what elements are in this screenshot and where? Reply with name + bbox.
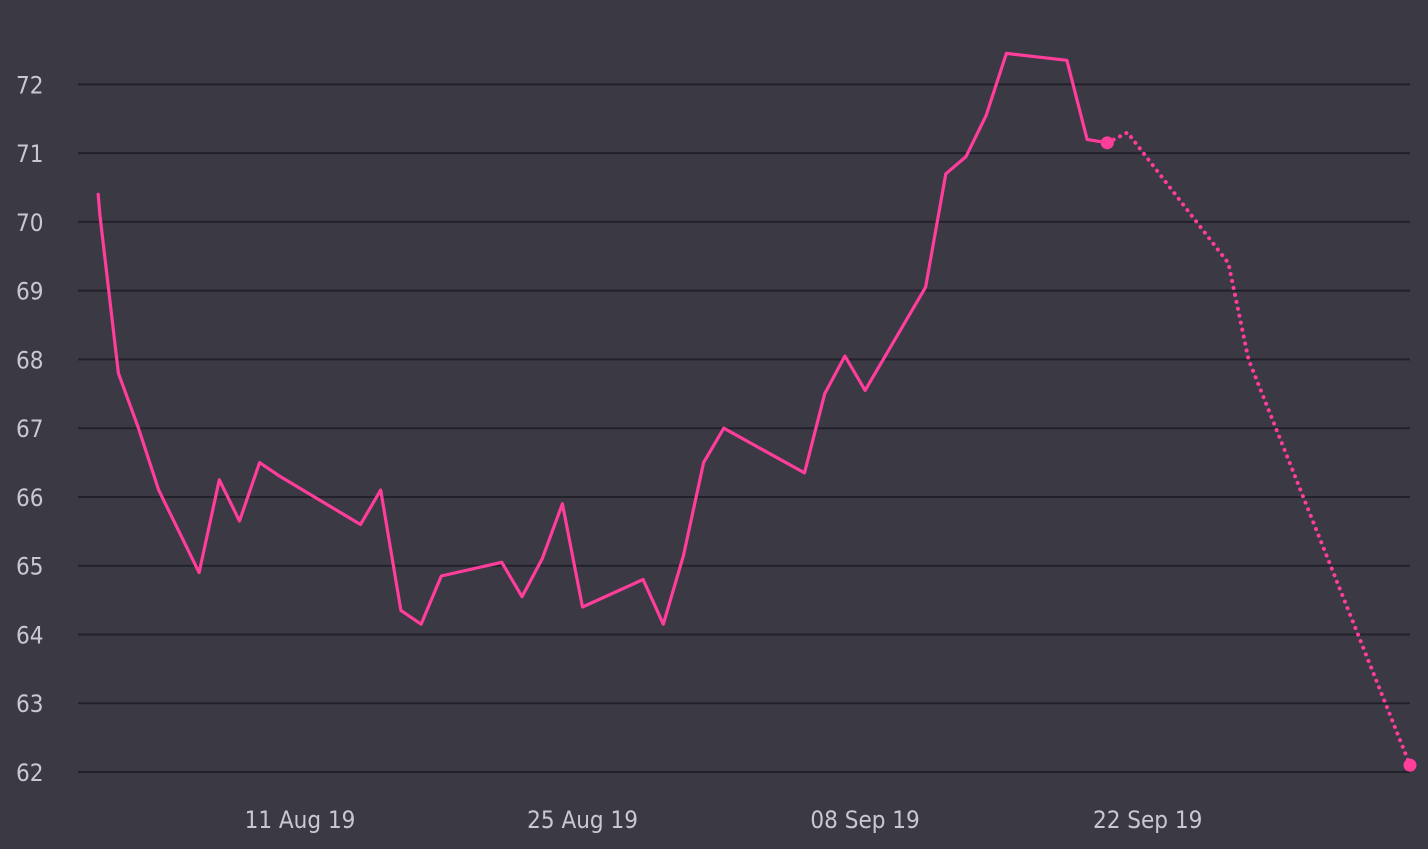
- point-marker: [1403, 758, 1417, 772]
- price-line: [96, 51, 1109, 626]
- x-tick-label: 11 Aug 19: [245, 806, 356, 834]
- y-tick-label: 65: [16, 553, 43, 581]
- y-tick-label: 64: [16, 621, 43, 649]
- y-tick-label: 63: [16, 690, 43, 718]
- y-tick-label: 72: [16, 71, 43, 99]
- y-tick-label: 62: [16, 759, 43, 787]
- y-tick-label: 71: [16, 140, 43, 168]
- x-tick-label: 25 Aug 19: [527, 806, 638, 834]
- markers-layer: [1100, 136, 1417, 772]
- y-tick-label: 70: [16, 209, 43, 237]
- y-tick-label: 66: [16, 484, 43, 512]
- y-tick-label: 69: [16, 278, 43, 306]
- point-marker: [1100, 136, 1114, 150]
- x-tick-label: 08 Sep 19: [810, 806, 919, 834]
- x-axis: 11 Aug 19 25 Aug 19 08 Sep 19 22 Sep 19: [245, 806, 1203, 834]
- y-axis: 62 63 64 65 66 67 68 69 70 71 72: [16, 71, 43, 787]
- forecast-line: [1105, 130, 1412, 768]
- gridlines: [78, 83, 1410, 773]
- y-tick-label: 68: [16, 346, 43, 374]
- x-tick-label: 22 Sep 19: [1093, 806, 1202, 834]
- series-layer: [96, 51, 1412, 768]
- y-tick-label: 67: [16, 415, 43, 443]
